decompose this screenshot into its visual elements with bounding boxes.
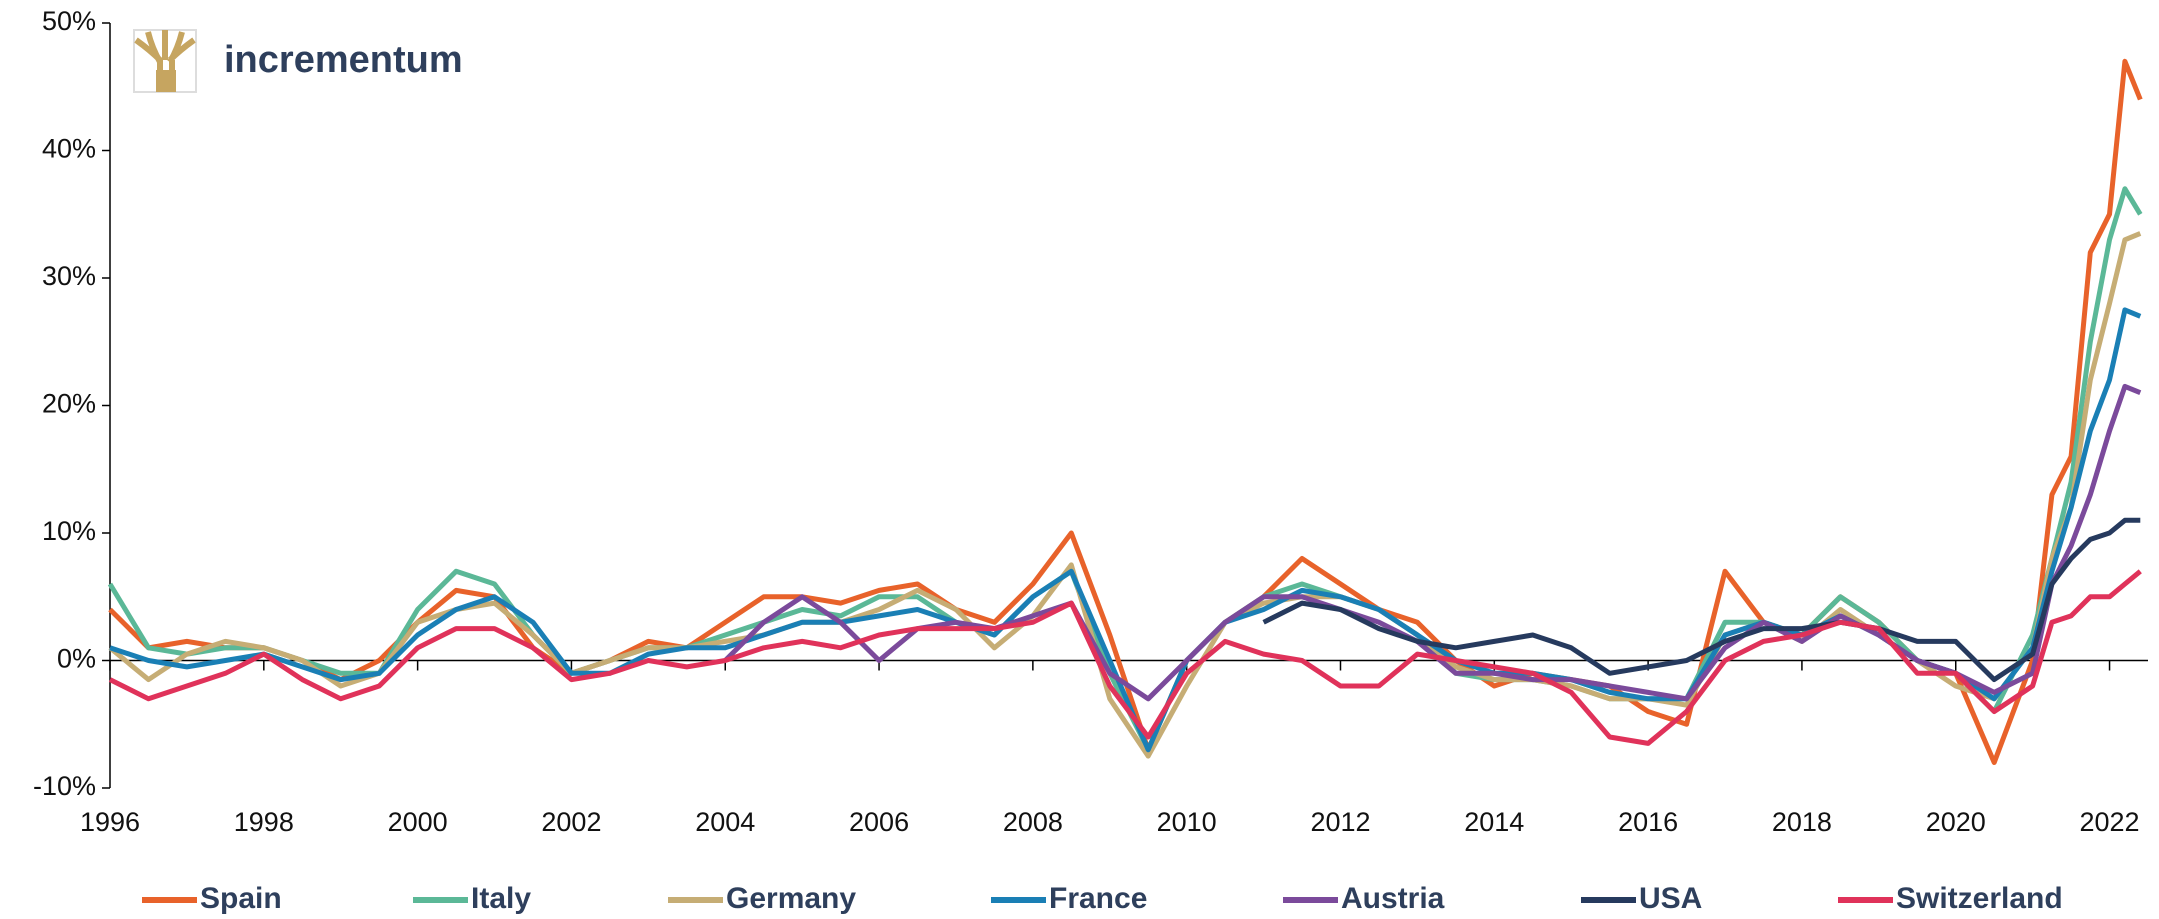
logo-text: incrementum [224, 39, 463, 81]
logo: incrementum [133, 29, 463, 93]
y-tick-label: 20% [42, 389, 96, 419]
y-tick-label: 10% [42, 516, 96, 546]
legend-label: Germany [726, 882, 856, 915]
y-tick-label: 50% [42, 6, 96, 36]
y-tick-label: 0% [57, 644, 96, 674]
x-tick-label: 2014 [1464, 807, 1524, 837]
series-line [1262, 517, 2141, 683]
legend-label: France [1049, 882, 1147, 915]
series-line [107, 186, 2143, 753]
x-tick-label: 2004 [695, 807, 755, 837]
legend-label: USA [1639, 882, 1702, 915]
y-tick-label: 40% [42, 134, 96, 164]
x-tick-label: 1996 [80, 807, 140, 837]
legend-label: Austria [1341, 882, 1445, 915]
x-tick-label: 2022 [2080, 807, 2140, 837]
logo-tree [134, 30, 196, 92]
legend-label: Switzerland [1896, 882, 2063, 915]
logo-trunk [156, 70, 176, 92]
x-tick-label: 2002 [541, 807, 601, 837]
y-tick-label: -10% [33, 771, 96, 801]
x-tick-label: 2006 [849, 807, 909, 837]
x-tick-label: 2008 [1003, 807, 1063, 837]
y-tick-label: 30% [42, 261, 96, 291]
series-line [108, 58, 2143, 765]
x-tick-label: 2000 [388, 807, 448, 837]
series-line [723, 383, 2142, 702]
x-tick-label: 2016 [1618, 807, 1678, 837]
series-line [108, 569, 2142, 746]
x-tick-label: 2012 [1310, 807, 1370, 837]
x-tick-label: 2020 [1926, 807, 1986, 837]
legend-label: Spain [200, 882, 282, 915]
x-tick-label: 1998 [234, 807, 294, 837]
x-tick-label: 2010 [1157, 807, 1217, 837]
x-tick-label: 2018 [1772, 807, 1832, 837]
legend-label: Italy [471, 882, 531, 915]
